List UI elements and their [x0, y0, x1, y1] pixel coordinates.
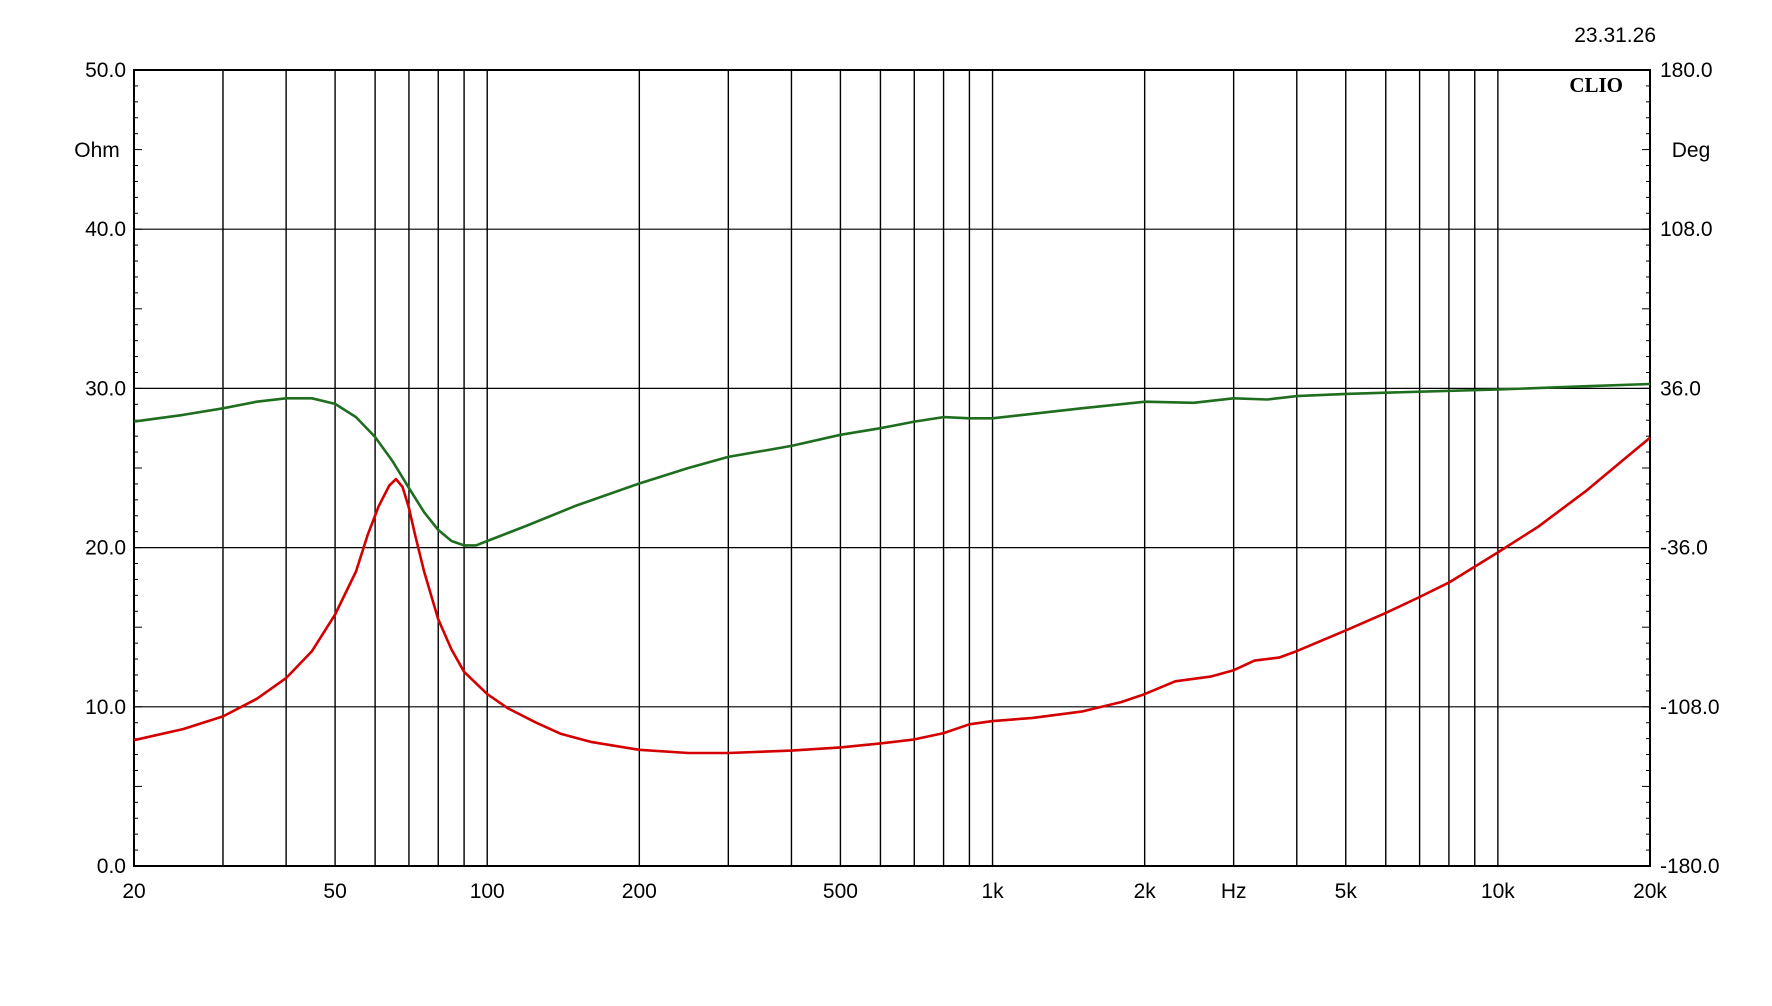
left-axis-tick-label: 10.0: [85, 696, 126, 719]
left-axis-tick-label: 20.0: [85, 537, 126, 560]
right-axis-tick-label: 108.0: [1660, 218, 1713, 241]
x-axis-tick-label: 200: [622, 880, 657, 903]
left-axis-tick-label: 50.0: [85, 59, 126, 82]
x-axis-unit-label: Hz: [1221, 880, 1247, 903]
x-axis-tick-label: 20: [122, 880, 145, 903]
left-axis-unit-label: Ohm: [74, 139, 120, 162]
series-layer: [133, 382, 1651, 755]
right-axis-unit-label: Deg: [1672, 139, 1711, 162]
left-axis-tick-label: 40.0: [85, 218, 126, 241]
right-axis-tick-label: 180.0: [1660, 59, 1713, 82]
right-axis-tick-label: -36.0: [1660, 537, 1708, 560]
left-axis-tick-label: 0.0: [97, 855, 126, 878]
right-axis-tick-label: -180.0: [1660, 855, 1720, 878]
phase-curve: [133, 382, 1651, 547]
x-axis-tick-label: 20k: [1633, 880, 1667, 903]
right-axis-tick-label: 36.0: [1660, 377, 1701, 400]
plot-frame: [133, 69, 1651, 867]
x-axis-tick-label: 100: [470, 880, 505, 903]
axis-labels: 0.0 10.0 20.0 30.0 40.0 50.0 -180.0 -108.0 -36.0…: [85, 59, 1719, 903]
grid-lines: [134, 69, 1650, 867]
timestamp-label: 23.31.26: [1574, 24, 1656, 47]
left-axis-tick-label: 30.0: [85, 377, 126, 400]
x-axis-tick-label: 10k: [1481, 880, 1515, 903]
x-axis-tick-label: 50: [323, 880, 346, 903]
right-axis-tick-label: -108.0: [1660, 696, 1720, 719]
x-axis-tick-label: 1k: [981, 880, 1004, 903]
impedance-curve: [133, 436, 1651, 755]
x-axis-tick-label: 500: [823, 880, 858, 903]
x-axis-tick-label: 5k: [1335, 880, 1358, 903]
x-axis-tick-label: 2k: [1134, 880, 1157, 903]
clio-brand-label: CLIO: [1569, 73, 1623, 97]
